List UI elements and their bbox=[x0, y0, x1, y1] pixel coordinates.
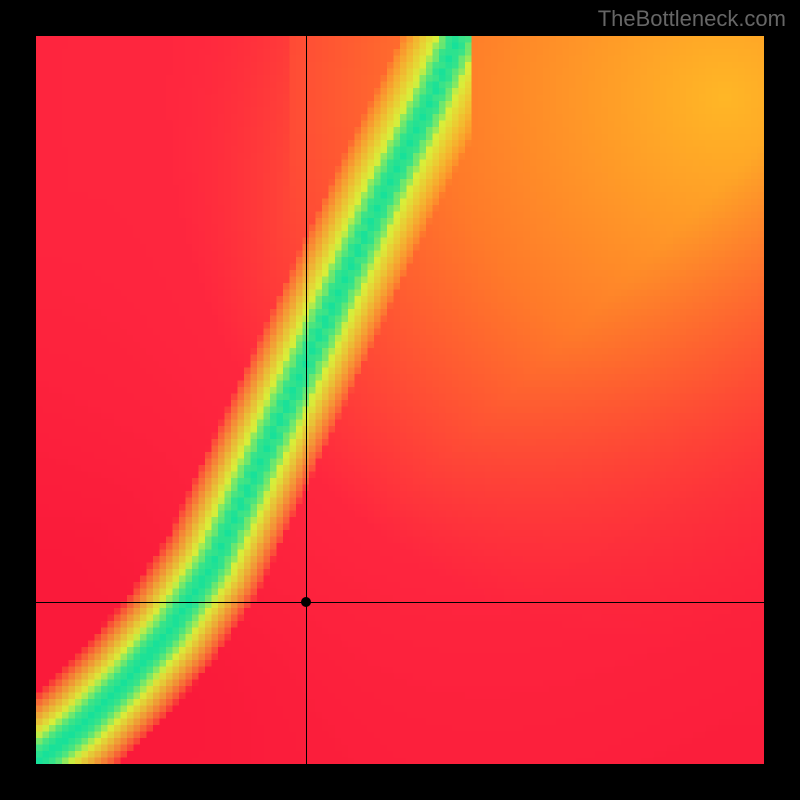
crosshair-horizontal bbox=[36, 602, 764, 603]
watermark-text: TheBottleneck.com bbox=[598, 6, 786, 32]
crosshair-vertical bbox=[306, 36, 307, 764]
heatmap-canvas bbox=[36, 36, 764, 764]
chart-container: TheBottleneck.com bbox=[0, 0, 800, 800]
